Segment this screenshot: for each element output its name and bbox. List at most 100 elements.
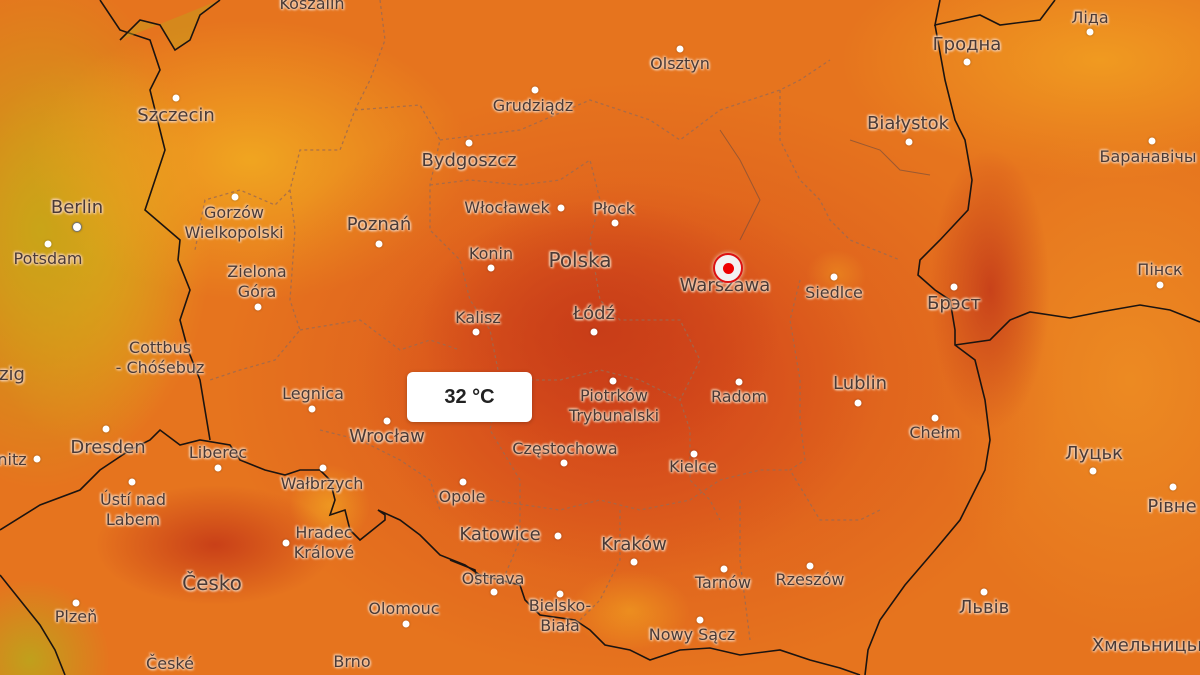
city-label-brest[interactable]: Брэст	[926, 293, 982, 314]
city-dot-grodno[interactable]	[963, 58, 971, 66]
city-dot-nowysacz[interactable]	[696, 616, 704, 624]
city-dot-lviv[interactable]	[980, 588, 988, 596]
city-dot-lutsk[interactable]	[1089, 467, 1097, 475]
city-dot-usti[interactable]	[128, 478, 136, 486]
city-label-cottbus[interactable]: Cottbus - Chóśebuz	[115, 338, 205, 377]
city-label-nowysacz[interactable]: Nowy Sącz	[648, 625, 736, 644]
city-label-lutsk[interactable]: Луцьк	[1065, 443, 1123, 464]
city-label-legnica[interactable]: Legnica	[282, 384, 344, 403]
city-label-radom[interactable]: Radom	[710, 387, 768, 406]
city-dot-bielsko[interactable]	[556, 590, 564, 598]
city-dot-czestochowa[interactable]	[560, 459, 568, 467]
city-label-kielce[interactable]: Kielce	[669, 457, 717, 476]
city-label-szczecin[interactable]: Szczecin	[137, 105, 215, 126]
city-label-poznan[interactable]: Poznań	[346, 214, 412, 235]
city-label-lviv[interactable]: Львів	[958, 597, 1010, 618]
city-label-grudziadz[interactable]: Grudziądz	[492, 96, 574, 115]
city-label-grodno[interactable]: Гродна	[932, 34, 1002, 55]
city-label-olsztyn[interactable]: Olsztyn	[650, 54, 710, 73]
city-label-bialystok[interactable]: Białystok	[866, 113, 950, 134]
city-label-cesko[interactable]: Česko	[182, 571, 242, 595]
city-dot-chelm[interactable]	[931, 414, 939, 422]
city-label-bydgoszcz[interactable]: Bydgoszcz	[421, 150, 517, 171]
city-label-liberec[interactable]: Liberec	[188, 443, 248, 462]
city-label-wloclawek[interactable]: Włocławek	[464, 198, 550, 217]
city-dot-radom[interactable]	[735, 378, 743, 386]
city-dot-bialystok[interactable]	[905, 138, 913, 146]
city-label-usti[interactable]: Ústí nad Labem	[100, 490, 166, 529]
city-label-baranavichy[interactable]: Баранавічы	[1099, 147, 1197, 166]
city-label-polska[interactable]: Polska	[548, 248, 612, 272]
city-dot-hradec[interactable]	[282, 539, 290, 547]
city-label-pinsk[interactable]: Пінск	[1137, 260, 1183, 279]
city-dot-lublin[interactable]	[854, 399, 862, 407]
city-dot-wloclawek[interactable]	[557, 204, 565, 212]
city-dot-grudziadz[interactable]	[531, 86, 539, 94]
city-label-bielsko[interactable]: Bielsko- Biała	[528, 596, 592, 635]
city-label-plock[interactable]: Płock	[592, 199, 636, 218]
city-dot-walbrzych[interactable]	[319, 464, 327, 472]
city-label-chelm[interactable]: Chełm	[909, 423, 961, 442]
city-label-lodz[interactable]: Łódź	[572, 303, 616, 324]
city-label-tarnow[interactable]: Tarnów	[694, 573, 752, 592]
city-dot-rivne[interactable]	[1169, 483, 1177, 491]
city-label-hradec[interactable]: Hradec Králové	[293, 523, 355, 562]
city-dot-kielce[interactable]	[690, 450, 698, 458]
city-label-koszalin[interactable]: Koszalin	[279, 0, 345, 13]
city-label-potsdam[interactable]: Potsdam	[13, 249, 83, 268]
city-dot-ostrava[interactable]	[490, 588, 498, 596]
city-label-chemnitz[interactable]: nitz	[0, 450, 27, 469]
city-label-rzeszow[interactable]: Rzeszów	[775, 570, 845, 589]
city-dot-szczecin[interactable]	[172, 94, 180, 102]
city-dot-berlin[interactable]	[72, 222, 82, 232]
city-label-warszawa[interactable]: Warszawa	[679, 275, 771, 296]
city-dot-pinsk[interactable]	[1156, 281, 1164, 289]
city-label-brno[interactable]: Brno	[333, 652, 371, 671]
city-label-siedlce[interactable]: Siedlce	[805, 283, 863, 302]
city-dot-krakow[interactable]	[630, 558, 638, 566]
city-label-kalisz[interactable]: Kalisz	[455, 308, 501, 327]
city-dot-katowice[interactable]	[554, 532, 562, 540]
city-label-plzen[interactable]: Plzeň	[54, 607, 98, 626]
city-label-lublin[interactable]: Lublin	[833, 373, 887, 394]
city-label-lida[interactable]: Ліда	[1071, 8, 1109, 27]
city-label-rivne[interactable]: Рівне	[1147, 496, 1197, 517]
city-dot-olomouc[interactable]	[402, 620, 410, 628]
city-label-opole[interactable]: Opole	[438, 487, 486, 506]
city-label-konin[interactable]: Konin	[468, 244, 514, 263]
city-dot-wroclaw[interactable]	[383, 417, 391, 425]
city-label-ostrava[interactable]: Ostrava	[461, 569, 525, 588]
city-label-dresden[interactable]: Dresden	[70, 437, 146, 458]
city-label-piotrkow[interactable]: Piotrków Trybunalski	[568, 386, 660, 425]
city-label-walbrzych[interactable]: Wałbrzych	[280, 474, 364, 493]
city-dot-chemnitz[interactable]	[33, 455, 41, 463]
city-dot-baranavichy[interactable]	[1148, 137, 1156, 145]
city-label-leipzig[interactable]: zig	[0, 364, 25, 385]
selected-location-marker[interactable]	[713, 253, 743, 283]
city-dot-lida[interactable]	[1086, 28, 1094, 36]
city-label-wroclaw[interactable]: Wrocław	[349, 426, 425, 447]
city-label-khmelnytskyi[interactable]: Хмельницьк	[1091, 635, 1200, 656]
city-dot-brest[interactable]	[950, 283, 958, 291]
city-label-olomouc[interactable]: Olomouc	[368, 599, 440, 618]
city-dot-zielona[interactable]	[254, 303, 262, 311]
city-label-gorzow[interactable]: Gorzów Wielkopolski	[184, 203, 284, 242]
city-dot-plzen[interactable]	[72, 599, 80, 607]
city-dot-bydgoszcz[interactable]	[465, 139, 473, 147]
city-label-krakow[interactable]: Kraków	[601, 534, 667, 555]
city-dot-siedlce[interactable]	[830, 273, 838, 281]
city-dot-legnica[interactable]	[308, 405, 316, 413]
city-dot-gorzow[interactable]	[231, 193, 239, 201]
city-dot-rzeszow[interactable]	[806, 562, 814, 570]
city-label-ceske[interactable]: České	[146, 654, 194, 673]
city-dot-potsdam[interactable]	[44, 240, 52, 248]
city-dot-liberec[interactable]	[214, 464, 222, 472]
city-dot-tarnow[interactable]	[720, 565, 728, 573]
city-dot-plock[interactable]	[611, 219, 619, 227]
city-dot-olsztyn[interactable]	[676, 45, 684, 53]
city-label-czestochowa[interactable]: Częstochowa	[512, 439, 618, 458]
city-dot-piotrkow[interactable]	[609, 377, 617, 385]
city-dot-kalisz[interactable]	[472, 328, 480, 336]
city-dot-konin[interactable]	[487, 264, 495, 272]
